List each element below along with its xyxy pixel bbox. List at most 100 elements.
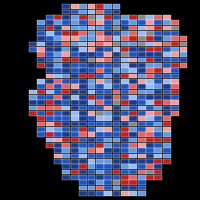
Bar [62, 4, 70, 9]
Bar [146, 26, 154, 30]
Bar [104, 132, 112, 137]
Bar [29, 42, 37, 46]
Bar [104, 47, 112, 52]
Bar [146, 127, 154, 132]
Bar [138, 42, 146, 46]
Bar [138, 95, 146, 100]
Bar [37, 111, 45, 116]
Bar [146, 95, 154, 100]
Bar [146, 106, 154, 110]
Bar [71, 31, 79, 36]
Bar [88, 164, 95, 169]
Bar [96, 164, 104, 169]
Bar [163, 116, 171, 121]
Bar [129, 148, 137, 153]
Bar [129, 122, 137, 126]
Bar [104, 148, 112, 153]
Bar [113, 74, 120, 78]
Bar [54, 31, 62, 36]
Bar [71, 79, 79, 84]
Bar [88, 100, 95, 105]
Bar [104, 143, 112, 148]
Bar [113, 63, 120, 68]
Bar [146, 15, 154, 20]
Bar [29, 111, 37, 116]
Bar [104, 42, 112, 46]
Bar [163, 31, 171, 36]
Bar [54, 90, 62, 94]
Bar [146, 164, 154, 169]
Bar [104, 90, 112, 94]
Bar [146, 90, 154, 94]
Bar [129, 20, 137, 25]
Bar [88, 20, 95, 25]
Bar [88, 148, 95, 153]
Bar [113, 170, 120, 174]
Bar [129, 79, 137, 84]
Bar [171, 79, 179, 84]
Bar [62, 164, 70, 169]
Bar [104, 26, 112, 30]
Bar [104, 15, 112, 20]
Bar [121, 111, 129, 116]
Bar [88, 74, 95, 78]
Bar [163, 84, 171, 89]
Bar [138, 170, 146, 174]
Bar [46, 122, 54, 126]
Bar [121, 180, 129, 185]
Bar [154, 47, 162, 52]
Bar [171, 111, 179, 116]
Bar [104, 79, 112, 84]
Bar [138, 186, 146, 190]
Bar [129, 26, 137, 30]
Bar [163, 20, 171, 25]
Bar [88, 186, 95, 190]
Bar [129, 164, 137, 169]
Bar [129, 100, 137, 105]
Bar [146, 31, 154, 36]
Bar [154, 26, 162, 30]
Bar [37, 47, 45, 52]
Bar [113, 191, 120, 196]
Bar [96, 170, 104, 174]
Bar [71, 15, 79, 20]
Bar [104, 122, 112, 126]
Bar [154, 74, 162, 78]
Bar [180, 58, 187, 62]
Bar [96, 36, 104, 41]
Bar [138, 116, 146, 121]
Bar [62, 95, 70, 100]
Bar [121, 175, 129, 180]
Bar [37, 122, 45, 126]
Bar [104, 106, 112, 110]
Bar [163, 52, 171, 57]
Bar [146, 100, 154, 105]
Bar [163, 122, 171, 126]
Bar [46, 47, 54, 52]
Bar [121, 122, 129, 126]
Bar [79, 116, 87, 121]
Bar [96, 127, 104, 132]
Bar [79, 180, 87, 185]
Bar [96, 159, 104, 164]
Bar [54, 26, 62, 30]
Bar [121, 170, 129, 174]
Bar [96, 52, 104, 57]
Bar [113, 36, 120, 41]
Bar [154, 84, 162, 89]
Bar [104, 100, 112, 105]
Bar [113, 116, 120, 121]
Bar [96, 111, 104, 116]
Bar [96, 47, 104, 52]
Bar [138, 159, 146, 164]
Bar [146, 122, 154, 126]
Bar [88, 132, 95, 137]
Bar [129, 186, 137, 190]
Bar [121, 127, 129, 132]
Bar [138, 90, 146, 94]
Bar [138, 68, 146, 73]
Bar [79, 90, 87, 94]
Bar [71, 36, 79, 41]
Bar [104, 74, 112, 78]
Bar [54, 42, 62, 46]
